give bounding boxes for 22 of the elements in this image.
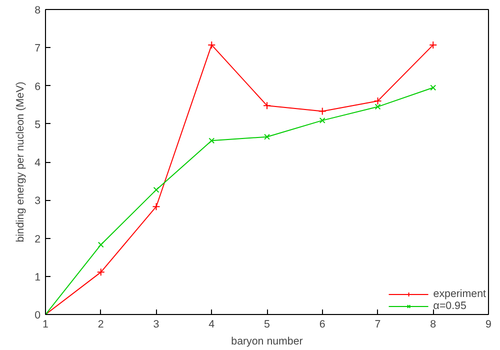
x-tick-label: 4 bbox=[208, 318, 215, 330]
y-tick-label: 6 bbox=[34, 80, 41, 93]
x-axis-title: baryon number bbox=[231, 336, 304, 348]
y-tick-label: 5 bbox=[34, 118, 41, 131]
x-tick-label: 5 bbox=[264, 318, 270, 330]
x-tick-label: 8 bbox=[430, 318, 436, 330]
x-tick-label: 7 bbox=[374, 318, 381, 330]
y-tick-label: 3 bbox=[34, 195, 41, 208]
y-tick-label: 2 bbox=[34, 233, 41, 246]
legend-label: experiment bbox=[433, 288, 486, 300]
x-tick-label: 2 bbox=[98, 318, 104, 330]
x-tick-label: 6 bbox=[319, 318, 326, 330]
y-tick-label: 8 bbox=[34, 4, 41, 16]
legend-label: α=0.95 bbox=[433, 300, 466, 312]
y-axis-title: binding energy per nucleon (MeV) bbox=[14, 82, 27, 242]
x-tick-label: 1 bbox=[42, 318, 49, 330]
x-tick-label: 3 bbox=[153, 318, 160, 330]
y-tick-label: 7 bbox=[34, 42, 41, 55]
y-tick-label: 1 bbox=[34, 271, 41, 284]
x-tick-label: 9 bbox=[486, 318, 492, 330]
y-tick-label: 4 bbox=[34, 157, 41, 169]
y-tick-label: 0 bbox=[34, 310, 41, 322]
